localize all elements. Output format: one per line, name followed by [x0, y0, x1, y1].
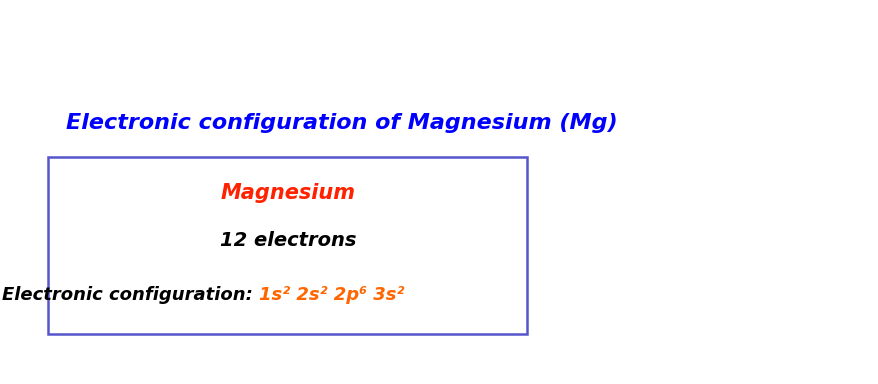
- Text: 12 electrons: 12 electrons: [220, 231, 356, 250]
- FancyBboxPatch shape: [48, 157, 527, 334]
- Text: Electronic configuration:: Electronic configuration:: [2, 286, 259, 304]
- Text: 1s² 2s² 2p⁶ 3s²: 1s² 2s² 2p⁶ 3s²: [259, 286, 404, 304]
- Text: Magnesium: Magnesium: [220, 183, 355, 203]
- Text: Electronic configuration of Magnesium (Mg): Electronic configuration of Magnesium (M…: [66, 113, 617, 133]
